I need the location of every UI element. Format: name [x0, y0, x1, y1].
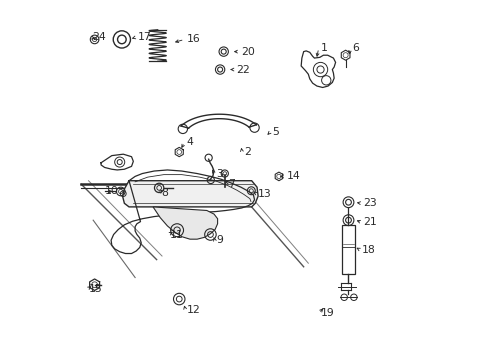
Text: 13: 13: [258, 189, 271, 199]
Text: 12: 12: [187, 305, 201, 315]
Text: 4: 4: [186, 138, 193, 147]
Text: 22: 22: [236, 64, 250, 75]
Text: 5: 5: [272, 127, 279, 136]
Text: 23: 23: [363, 198, 377, 208]
Text: 18: 18: [362, 245, 375, 255]
Text: 2: 2: [244, 147, 250, 157]
Text: 17: 17: [137, 32, 151, 42]
Text: 10: 10: [104, 186, 118, 197]
Text: 1: 1: [320, 43, 327, 53]
Text: 8: 8: [161, 188, 168, 198]
Bar: [341, 225, 354, 274]
Text: 16: 16: [186, 35, 200, 44]
Text: 9: 9: [216, 235, 223, 245]
Text: 24: 24: [92, 32, 105, 42]
Polygon shape: [153, 207, 217, 239]
Text: 20: 20: [241, 46, 254, 57]
Text: 15: 15: [88, 284, 102, 294]
Text: 14: 14: [286, 171, 300, 181]
Text: 11: 11: [169, 230, 183, 239]
Text: 6: 6: [351, 43, 358, 53]
Text: 7: 7: [228, 179, 235, 189]
Polygon shape: [122, 181, 258, 207]
Text: 21: 21: [363, 217, 377, 227]
Text: 19: 19: [320, 309, 334, 318]
Text: 3: 3: [215, 168, 222, 179]
